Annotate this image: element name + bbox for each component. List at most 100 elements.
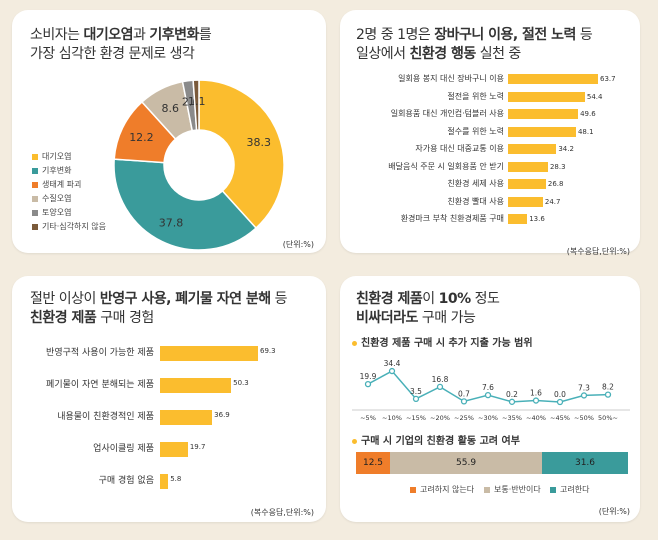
- legend-item: 생태계 파괴: [32, 179, 81, 190]
- slice-value-label: 1.1: [188, 95, 206, 108]
- bar: [160, 378, 232, 393]
- x-tick-label: 50%~: [598, 414, 618, 422]
- legend-item: 고려하지 않는다: [410, 484, 474, 495]
- donut-slice: [113, 158, 258, 251]
- slice-value-label: 12.2: [129, 131, 154, 144]
- legend-label: 고려한다: [560, 485, 590, 494]
- bar-category-label: 폐기물이 자연 분해되는 제품: [46, 380, 154, 390]
- legend-item: 고려한다: [550, 484, 589, 495]
- legend-swatch: [32, 223, 38, 230]
- bar-category-label: 친환경 세제 사용: [447, 179, 504, 188]
- legend-label: 토양오염: [42, 208, 72, 217]
- bar: [508, 91, 585, 102]
- x-tick-label: ~20%: [430, 414, 450, 422]
- data-point: [508, 398, 516, 405]
- bar-value-label: 63.7: [600, 75, 616, 83]
- legend-swatch: [410, 486, 416, 493]
- slice-value-label: 38.3: [246, 136, 271, 149]
- bar: [508, 126, 576, 137]
- donut-slice: [198, 79, 285, 230]
- line-chart-extra-spend: 19.9 ~5% 34.4 ~10% 3.5 ~15% 16.8 ~20% 0.7 ~25% 7.6…: [352, 359, 630, 422]
- point-value-label: 0.2: [506, 390, 518, 399]
- bar: [508, 161, 548, 172]
- bar-value-label: 36.9: [214, 411, 230, 419]
- unit-label: (단위:%): [282, 240, 314, 249]
- x-tick-label: ~45%: [550, 414, 570, 422]
- point-value-label: 16.8: [432, 375, 449, 384]
- bar: [160, 346, 258, 361]
- point-value-label: 34.4: [384, 359, 401, 368]
- x-tick-label: ~40%: [526, 414, 546, 422]
- bullet-dot: [352, 340, 357, 346]
- segment-value-label: 12.5: [362, 458, 384, 468]
- x-tick-label: ~30%: [478, 414, 498, 422]
- bar-category-label: 내용물이 친환경적인 제품: [57, 412, 154, 422]
- bar: [508, 74, 598, 84]
- x-tick-label: ~35%: [502, 414, 522, 422]
- bar-value-label: 49.6: [580, 110, 596, 118]
- point-value-label: 1.6: [530, 389, 542, 398]
- bar: [160, 474, 169, 489]
- panel-env-problems: 소비자는 대기오염과 기후변화를 가장 심각한 환경 문제로 생각 38.3 37…: [12, 10, 326, 253]
- legend-item: 토양오염: [32, 207, 71, 218]
- bar-category-label: 구매 경험 없음: [98, 476, 154, 486]
- bar-category-label: 환경마크 부착 친환경제품 구매: [400, 214, 504, 223]
- bar-value-label: 28.3: [549, 162, 566, 171]
- bar-category-label: 일회용품 대신 개인컵·텀블러 사용: [390, 109, 504, 118]
- legend-swatch: [32, 167, 38, 174]
- bar-value-label: 50.3: [233, 379, 249, 387]
- x-tick-label: ~25%: [454, 414, 474, 422]
- legend-item: 수질오염: [32, 193, 71, 204]
- data-point: [412, 395, 420, 402]
- stack-segment: 12.5: [356, 452, 390, 474]
- bar-category-label: 배달음식 주문 시 일회용품 안 받기: [388, 161, 504, 171]
- bar-value-label: 26.8: [547, 180, 564, 188]
- bar-category-label: 업사이클링 제품: [93, 444, 154, 454]
- data-point: [484, 392, 492, 399]
- bar: [160, 442, 188, 457]
- point-value-label: 7.6: [482, 383, 494, 392]
- point-value-label: 0.0: [554, 390, 566, 399]
- bar: [508, 214, 528, 224]
- segment-value-label: 55.9: [456, 458, 477, 468]
- legend-label: 대기오염: [42, 152, 72, 161]
- legend-swatch: [32, 195, 38, 202]
- legend-swatch: [550, 486, 556, 493]
- bar: [508, 179, 546, 189]
- donut-slice: [192, 79, 200, 131]
- subtitle-extra-spend: 친환경 제품 구매 시 추가 지출 가능 범위: [352, 334, 533, 349]
- subtitle-company-activity: 구매 시 기업의 친환경 활동 고려 여부: [352, 432, 520, 447]
- panel-title: 절반 이상이 반영구 사용, 폐기물 자연 분해 등 친환경 제품 구매 경험: [30, 291, 288, 326]
- bar-value-label: 69.3: [260, 347, 276, 355]
- unit-label: (단위:%): [598, 507, 630, 516]
- panel-title: 친환경 제품이 10% 정도 비싸더라도 구매 가능: [356, 291, 500, 326]
- legend-label: 고려하지 않는다: [420, 485, 475, 494]
- bar-value-label: 13.6: [529, 215, 545, 223]
- bar: [508, 196, 543, 207]
- data-point: [436, 383, 444, 391]
- bar-category-label: 반영구적 사용이 가능한 제품: [46, 348, 154, 358]
- data-point: [580, 392, 588, 399]
- data-point: [532, 397, 540, 404]
- legend-swatch: [32, 209, 38, 216]
- stack-segment: 55.9: [390, 452, 543, 474]
- bar-category-label: 절전을 위한 노력: [447, 91, 504, 101]
- legend-swatch: [32, 153, 38, 160]
- legend-item: 보통·반반이다: [484, 484, 541, 495]
- data-point: [388, 367, 396, 375]
- legend-swatch: [32, 181, 38, 188]
- bar-value-label: 19.7: [189, 443, 206, 451]
- legend-item: 기후변화: [32, 165, 71, 176]
- panel-title: 2명 중 1명은 장바구니 이용, 절전 노력 등 일상에서 친환경 행동 실천…: [356, 27, 593, 62]
- data-point: [604, 391, 612, 398]
- bar: [508, 109, 579, 119]
- panel-title: 소비자는 대기오염과 기후변화를 가장 심각한 환경 문제로 생각: [30, 27, 212, 62]
- legend-label: 생태계 파괴: [42, 180, 82, 189]
- legend-item: 대기오염: [32, 151, 71, 162]
- panel-willingness: 친환경 제품이 10% 정도 비싸더라도 구매 가능 친환경 제품 구매 시 추…: [340, 276, 640, 522]
- point-value-label: 8.2: [602, 383, 614, 392]
- bar-category-label: 절수를 위한 노력: [447, 126, 504, 136]
- legend-label: 기타·심각하지 않음: [42, 222, 106, 231]
- bar-value-label: 34.2: [558, 145, 574, 153]
- bar-category-label: 친환경 빨대 사용: [447, 196, 504, 206]
